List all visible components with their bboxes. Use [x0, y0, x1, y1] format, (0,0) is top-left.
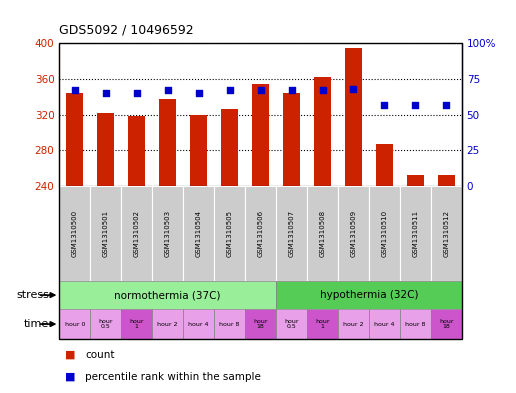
Text: GDS5092 / 10496592: GDS5092 / 10496592: [59, 24, 194, 37]
Text: hour 4: hour 4: [188, 321, 209, 327]
Text: GSM1310510: GSM1310510: [381, 210, 388, 257]
Point: [442, 101, 450, 108]
Point: [318, 87, 327, 94]
Bar: [59, 281, 276, 309]
Bar: [376, 144, 393, 186]
Text: hour
1: hour 1: [315, 319, 330, 329]
Point: [256, 87, 265, 94]
Text: GSM1310508: GSM1310508: [319, 210, 326, 257]
Text: hour
0.5: hour 0.5: [284, 319, 299, 329]
Bar: [431, 309, 462, 339]
Text: normothermia (37C): normothermia (37C): [115, 290, 221, 300]
Text: hour 2: hour 2: [157, 321, 178, 327]
Bar: [283, 93, 300, 186]
Bar: [121, 309, 152, 339]
Point: [225, 87, 234, 94]
Bar: [345, 48, 362, 186]
Point: [133, 90, 141, 96]
Bar: [59, 186, 90, 281]
Bar: [245, 186, 276, 281]
Point: [195, 90, 203, 96]
Text: hour 8: hour 8: [219, 321, 240, 327]
Text: hour 0: hour 0: [64, 321, 85, 327]
Text: GSM1310502: GSM1310502: [134, 210, 140, 257]
Bar: [159, 99, 176, 186]
Point: [349, 86, 358, 92]
Bar: [152, 309, 183, 339]
Point: [287, 87, 296, 94]
Text: ■: ■: [64, 350, 75, 360]
Bar: [245, 309, 276, 339]
Text: GSM1310505: GSM1310505: [227, 210, 233, 257]
Bar: [276, 309, 307, 339]
Point: [380, 101, 389, 108]
Bar: [183, 186, 214, 281]
Bar: [214, 309, 245, 339]
Text: hypothermia (32C): hypothermia (32C): [320, 290, 418, 300]
Point: [164, 87, 172, 94]
Text: GSM1310509: GSM1310509: [350, 210, 357, 257]
Bar: [307, 309, 338, 339]
Text: count: count: [85, 350, 115, 360]
Bar: [90, 309, 121, 339]
Point: [102, 90, 110, 96]
Bar: [431, 186, 462, 281]
Bar: [307, 186, 338, 281]
Text: GSM1310500: GSM1310500: [72, 210, 78, 257]
Bar: [438, 175, 455, 186]
Text: hour 4: hour 4: [374, 321, 395, 327]
Text: GSM1310501: GSM1310501: [103, 210, 109, 257]
Text: GSM1310504: GSM1310504: [196, 210, 202, 257]
Text: stress: stress: [16, 290, 49, 300]
Bar: [314, 77, 331, 186]
Bar: [407, 175, 424, 186]
Bar: [214, 186, 245, 281]
Text: hour 8: hour 8: [405, 321, 426, 327]
Text: hour
18: hour 18: [253, 319, 268, 329]
Text: hour
18: hour 18: [439, 319, 454, 329]
Bar: [276, 281, 462, 309]
Text: time: time: [24, 319, 49, 329]
Text: percentile rank within the sample: percentile rank within the sample: [85, 371, 261, 382]
Text: GSM1310511: GSM1310511: [412, 210, 418, 257]
Bar: [400, 309, 431, 339]
Bar: [183, 309, 214, 339]
Text: GSM1310512: GSM1310512: [443, 210, 449, 257]
Bar: [190, 115, 207, 186]
Text: ■: ■: [64, 371, 75, 382]
Bar: [128, 116, 146, 186]
Text: GSM1310503: GSM1310503: [165, 210, 171, 257]
Bar: [369, 186, 400, 281]
Point: [71, 87, 79, 94]
Bar: [400, 186, 431, 281]
Bar: [276, 186, 307, 281]
Bar: [338, 186, 369, 281]
Text: GSM1310507: GSM1310507: [288, 210, 295, 257]
Bar: [252, 84, 269, 186]
Bar: [121, 186, 152, 281]
Text: hour
0.5: hour 0.5: [99, 319, 113, 329]
Bar: [97, 113, 115, 186]
Bar: [338, 309, 369, 339]
Bar: [369, 309, 400, 339]
Bar: [152, 186, 183, 281]
Bar: [67, 93, 84, 186]
Bar: [90, 186, 121, 281]
Bar: [221, 109, 238, 186]
Text: GSM1310506: GSM1310506: [257, 210, 264, 257]
Text: hour 2: hour 2: [343, 321, 364, 327]
Bar: [59, 309, 90, 339]
Text: hour
1: hour 1: [130, 319, 144, 329]
Point: [411, 101, 420, 108]
